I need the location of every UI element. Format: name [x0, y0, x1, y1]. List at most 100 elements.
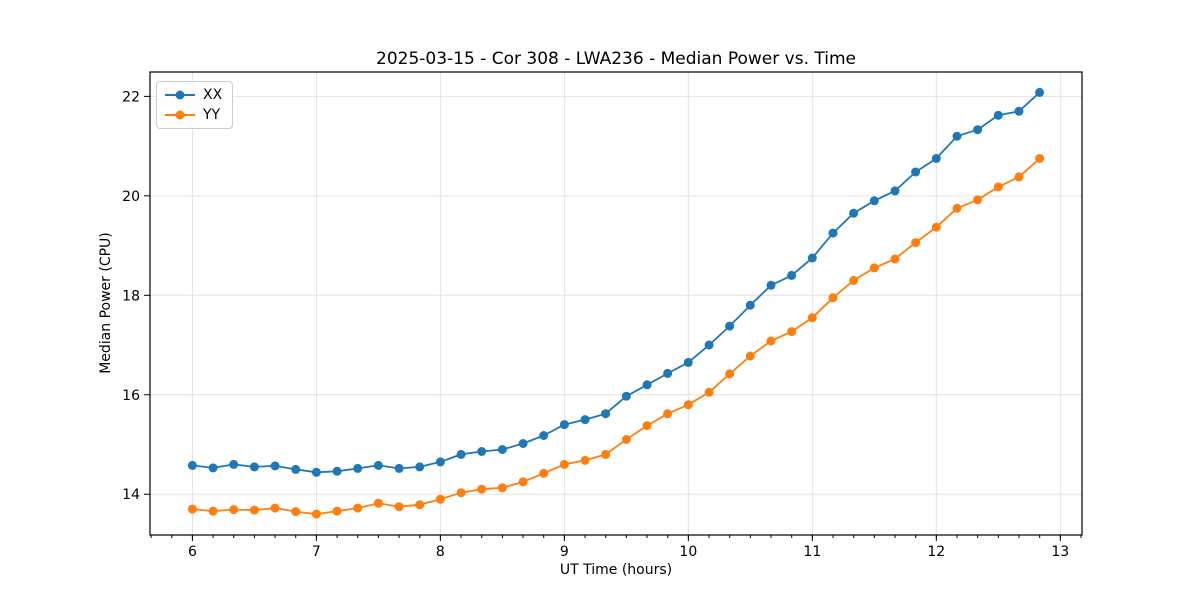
x-tick-label: 11: [803, 544, 821, 560]
data-point: [353, 463, 363, 473]
data-point: [890, 254, 900, 264]
data-point: [353, 503, 363, 513]
data-point: [394, 502, 404, 512]
data-point: [539, 468, 549, 478]
data-point: [187, 504, 197, 514]
data-point: [580, 455, 590, 465]
data-point: [787, 270, 797, 280]
x-tick-label: 8: [436, 544, 445, 560]
y-tick-label: 22: [122, 89, 140, 105]
chart-title: 2025-03-15 - Cor 308 - LWA236 - Median P…: [376, 49, 856, 69]
data-point: [745, 351, 755, 361]
data-point: [642, 421, 652, 431]
plot-border: [149, 71, 1083, 536]
data-point: [394, 463, 404, 473]
data-point: [952, 203, 962, 213]
data-point: [229, 459, 239, 469]
data-point: [973, 125, 983, 135]
data-point: [601, 409, 611, 419]
data-point: [559, 420, 569, 430]
data-point: [1014, 106, 1024, 116]
data-point: [332, 466, 342, 476]
data-point: [187, 460, 197, 470]
data-point: [456, 449, 466, 459]
series-xx: [187, 87, 1045, 477]
data-point: [745, 300, 755, 310]
data-point: [766, 336, 776, 346]
data-point: [911, 167, 921, 177]
data-point: [621, 435, 631, 444]
x-tick-label: 10: [679, 544, 697, 560]
data-point: [415, 462, 425, 472]
data-point: [249, 505, 259, 515]
data-point: [911, 238, 921, 248]
data-point: [931, 154, 941, 163]
legend-marker-xx-icon: [165, 90, 195, 100]
y-axis-label: Median Power (CPU): [98, 232, 114, 374]
y-tick-label: 14: [122, 487, 140, 503]
x-tick-label: 12: [927, 544, 945, 560]
x-tick-label: 13: [1051, 544, 1069, 560]
data-point: [787, 327, 797, 337]
data-point: [869, 263, 879, 273]
data-point: [539, 431, 549, 440]
data-point: [311, 467, 321, 477]
y-tick-label: 16: [122, 388, 140, 404]
data-point: [291, 507, 301, 517]
data-point: [229, 505, 239, 515]
x-tick-label: 7: [312, 544, 321, 560]
data-point: [663, 368, 673, 378]
data-point: [993, 182, 1003, 192]
x-tick-label: 6: [188, 544, 197, 560]
legend-item-yy: YY: [165, 107, 222, 123]
data-point: [973, 195, 983, 205]
data-point: [849, 208, 859, 218]
data-point: [869, 196, 879, 206]
data-point: [332, 506, 342, 516]
data-point: [559, 459, 569, 469]
data-point: [683, 400, 693, 410]
data-point: [373, 460, 383, 470]
data-point: [580, 415, 590, 425]
data-point: [621, 391, 631, 401]
data-point: [497, 483, 507, 493]
data-point: [849, 275, 859, 285]
y-tick-label: 18: [122, 288, 140, 304]
data-point: [208, 463, 218, 473]
data-point: [993, 110, 1003, 120]
data-point: [435, 494, 445, 504]
y-tick-label: 20: [122, 189, 140, 205]
data-point: [952, 131, 962, 141]
data-point: [807, 253, 817, 263]
legend-item-xx: XX: [165, 87, 222, 103]
data-point: [518, 477, 528, 487]
gridlines: [150, 72, 1082, 535]
data-point: [725, 321, 735, 331]
x-tick-label: 9: [560, 544, 569, 560]
data-point: [208, 506, 218, 516]
series-line: [192, 91, 1041, 474]
series-line: [192, 157, 1041, 515]
data-point: [601, 449, 611, 459]
legend-marker-yy-icon: [165, 110, 195, 120]
data-point: [477, 447, 487, 456]
data-point: [311, 509, 321, 519]
legend-label-yy: YY: [203, 107, 221, 123]
data-point: [704, 340, 714, 350]
data-point: [766, 280, 776, 290]
data-point: [828, 228, 838, 238]
data-point: [291, 464, 301, 474]
series-yy: [187, 154, 1045, 519]
data-point: [807, 313, 817, 323]
data-point: [828, 293, 838, 303]
data-point: [435, 457, 445, 467]
data-point: [683, 357, 693, 367]
data-point: [477, 484, 487, 494]
data-point: [1035, 154, 1045, 163]
legend: XX YY: [156, 81, 234, 129]
data-point: [373, 498, 383, 508]
data-point: [270, 503, 280, 513]
data-point: [518, 439, 528, 448]
